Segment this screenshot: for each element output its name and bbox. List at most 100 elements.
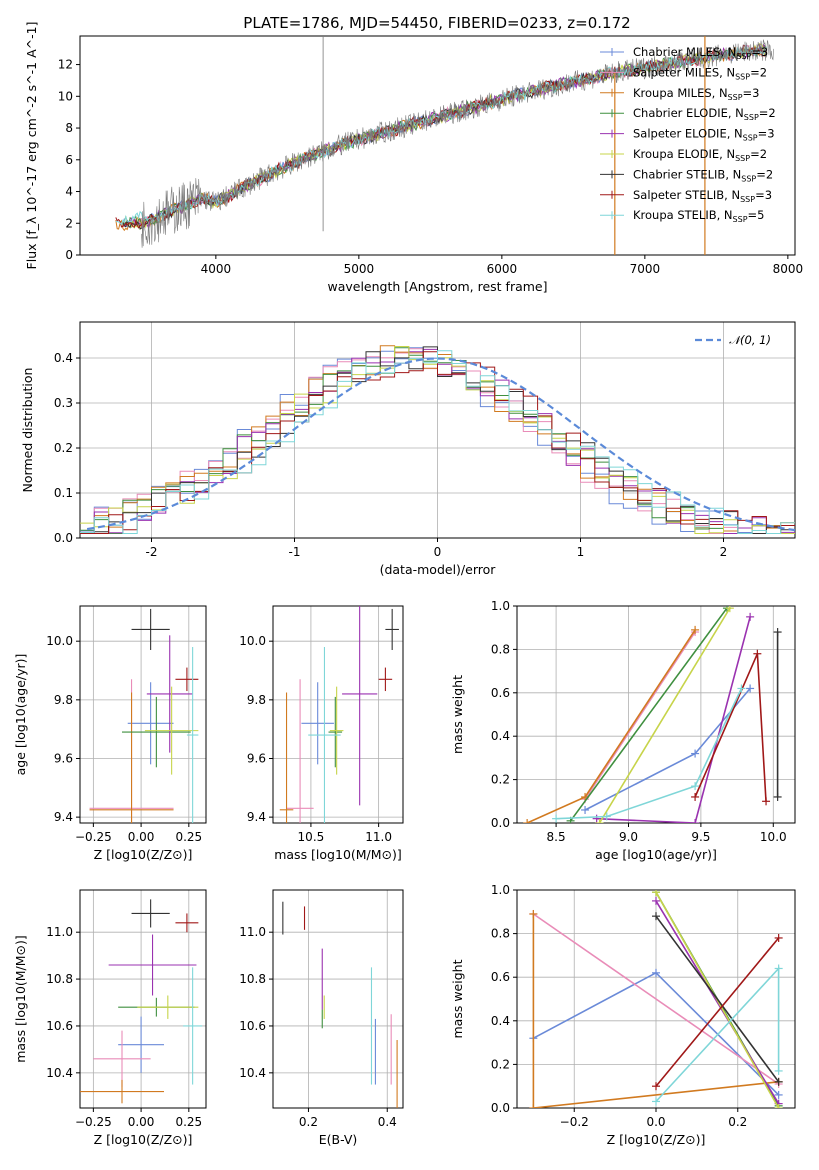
legend-subscript: SSP [741, 174, 756, 183]
y-tick-label: 0.4 [54, 351, 73, 365]
y-tick-label: 0.0 [491, 816, 510, 830]
x-axis-label: E(B-V) [319, 1132, 358, 1147]
axes-frame [79, 35, 796, 256]
weight-line [655, 937, 780, 1087]
x-tick-label: 10.0 [760, 830, 787, 844]
x-tick-label: 4000 [201, 262, 232, 276]
y-tick-label: 10.0 [239, 634, 266, 648]
x-axis-label: Z [log10(Z/Z⊙)] [94, 1132, 193, 1147]
weight-line [532, 913, 780, 1085]
y-tick-label: 4 [65, 185, 73, 199]
legend-subscript: SSP [733, 215, 748, 224]
y-tick-label: 0.8 [491, 642, 510, 656]
residual-histogram [80, 346, 795, 534]
axes-frame [272, 605, 404, 824]
axes-frame [272, 889, 404, 1109]
y-tick-label: 12 [58, 58, 73, 72]
x-tick-label: 9.5 [691, 830, 710, 844]
legend-entry: Kroupa ELODIE, NSSP=2 [633, 147, 767, 163]
x-tick-label: 8.5 [547, 830, 566, 844]
y-tick-label: 8 [65, 121, 73, 135]
x-tick-label: 0 [434, 545, 442, 559]
legend-entry: 𝒩(0, 1) [729, 333, 771, 347]
legend-subscript: SSP [735, 72, 750, 81]
legend-subscript: SSP [736, 52, 751, 61]
weight-line [694, 653, 767, 802]
x-tick-label: −0.2 [560, 1115, 589, 1129]
x-axis-label: Z [log10(Z/Z⊙)] [607, 1132, 706, 1147]
x-tick-label: -2 [146, 545, 158, 559]
axes-frame [79, 889, 207, 1109]
weight-line [598, 607, 731, 823]
x-tick-label: 0.25 [175, 830, 202, 844]
spectrum-lines [115, 36, 774, 255]
legend-count: =3 [751, 45, 768, 59]
y-tick-label: 0.1 [54, 486, 73, 500]
legend-subscript: SSP [740, 195, 755, 204]
y-tick-label: 0.0 [491, 1101, 510, 1115]
legend-entry: Chabrier STELIB, NSSP=2 [633, 167, 773, 183]
y-tick-label: 10.4 [46, 1066, 73, 1080]
legend-count: =3 [755, 188, 772, 202]
legend-count: =2 [756, 167, 773, 181]
panel-massweight-vs-age: 8.5 9.0 9.5 10.0 0.0 0.2 0.4 0.6 0.8 1.0 age [log1… [450, 599, 796, 862]
axes-frame [79, 321, 796, 539]
legend-subscript: SSP [735, 154, 750, 163]
x-tick-label: 9.0 [619, 830, 638, 844]
x-tick-label: 2 [720, 545, 728, 559]
x-tick-label: 10.5 [298, 830, 325, 844]
y-tick-label: 9.6 [54, 751, 73, 765]
x-tick-label: −0.25 [75, 1115, 112, 1129]
panel-age-vs-mass: 10.5 11.0 9.4 9.6 9.8 10.0 mass [log10(M/M⊙)] [239, 605, 404, 862]
x-tick-label: 11.0 [365, 830, 392, 844]
panel-spectrum: 4000 5000 6000 7000 8000 0 2 4 6 8 10 12 wavelength … [24, 22, 803, 294]
x-tick-label: 0.00 [128, 830, 155, 844]
legend-count: =2 [750, 65, 767, 79]
y-tick-label: 10.8 [46, 972, 73, 986]
legend-subscript: SSP [728, 93, 743, 102]
x-axis-label: mass [log10(M/M⊙)] [274, 847, 402, 862]
legend-entry: Salpeter MILES, NSSP=2 [633, 65, 767, 81]
weight-lines [523, 606, 782, 823]
legend-entry: Salpeter ELODIE, NSSP=3 [633, 127, 775, 143]
y-tick-label: 10 [58, 89, 73, 103]
x-tick-label: 1 [577, 545, 585, 559]
weight-line [584, 631, 696, 800]
y-tick-label: 11.0 [239, 925, 266, 939]
legend-count: =5 [748, 208, 765, 222]
y-tick-label: 9.4 [247, 810, 266, 824]
errorbar-points [89, 608, 199, 823]
legend-entry: Kroupa MILES, NSSP=3 [633, 86, 759, 102]
legend-entry: Chabrier ELODIE, NSSP=2 [633, 106, 776, 122]
x-tick-label: 0.00 [128, 1115, 155, 1129]
y-tick-label: 1.0 [491, 599, 510, 613]
weight-line [596, 616, 751, 823]
y-tick-label: 0.2 [491, 773, 510, 787]
axes-frame [516, 605, 796, 824]
x-tick-label: 6000 [487, 262, 518, 276]
y-axis-label: age [log10(age/yr)] [13, 654, 28, 776]
weight-line [655, 900, 780, 1105]
x-axis-label: (data-model)/error [380, 562, 497, 577]
x-tick-label: 5000 [344, 262, 375, 276]
errorbar-points [80, 899, 203, 1104]
legend-subscript: SSP [744, 113, 759, 122]
weight-line [556, 688, 743, 820]
y-tick-label: 0.2 [491, 1057, 510, 1071]
x-tick-label: 0.4 [378, 1115, 397, 1129]
y-axis-label: mass [log10(M/M⊙)] [13, 935, 28, 1063]
y-tick-label: 9.4 [54, 810, 73, 824]
y-tick-label: 0.4 [491, 729, 510, 743]
x-tick-label: -1 [289, 545, 301, 559]
x-axis-label: Z [log10(Z/Z⊙)] [94, 847, 193, 862]
y-tick-label: 0.6 [491, 970, 510, 984]
x-tick-label: 0.2 [728, 1115, 747, 1129]
x-tick-label: 8000 [773, 262, 804, 276]
y-tick-label: 10.8 [239, 972, 266, 986]
legend-entry: Chabrier MILES, NSSP=3 [633, 45, 768, 61]
y-tick-label: 10.6 [46, 1019, 73, 1033]
axes-frame [79, 605, 207, 824]
y-tick-label: 1.0 [491, 883, 510, 897]
y-tick-label: 0.0 [54, 531, 73, 545]
